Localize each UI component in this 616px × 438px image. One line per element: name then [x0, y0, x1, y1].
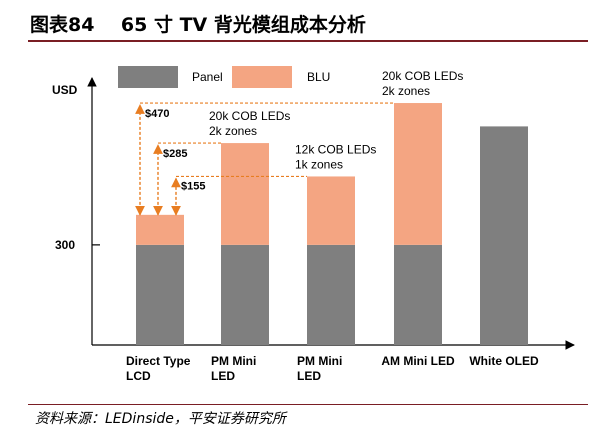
- bar-panel: [307, 244, 355, 345]
- diff-label: $470: [145, 108, 169, 120]
- bar-annotation: 20k COB LEDs: [209, 109, 290, 123]
- diff-label: $155: [181, 180, 205, 192]
- category-label: PM Mini: [297, 354, 342, 368]
- bar-annotation: 12k COB LEDs: [295, 142, 376, 156]
- bar-blu: [136, 214, 184, 245]
- category-label: AM Mini LED: [381, 354, 455, 368]
- category-label: LCD: [126, 369, 151, 383]
- bar-blu: [394, 103, 442, 245]
- legend-label-panel: Panel: [192, 70, 223, 84]
- bar-panel: [221, 244, 269, 345]
- bar-panel: [136, 244, 184, 345]
- bar-blu: [307, 176, 355, 245]
- legend-swatch-blu: [232, 66, 292, 88]
- category-label: LED: [211, 369, 235, 383]
- y-axis-label: USD: [52, 83, 78, 97]
- category-label: PM Mini: [211, 354, 256, 368]
- category-label: White OLED: [469, 354, 539, 368]
- title-rule: [28, 40, 588, 42]
- bar-panel: [480, 126, 528, 345]
- source-rule: [28, 404, 588, 405]
- figure-title: 图表84 65 寸 TV 背光模组成本分析: [30, 14, 366, 36]
- bar-annotation: 2k zones: [382, 84, 430, 98]
- bar-annotation: 1k zones: [295, 157, 343, 171]
- bar-annotation: 20k COB LEDs: [382, 69, 463, 83]
- legend-label-blu: BLU: [307, 70, 330, 84]
- bar-blu: [221, 143, 269, 245]
- y-tick-label: 300: [55, 238, 75, 252]
- bar-panel: [394, 244, 442, 345]
- category-label: LED: [297, 369, 321, 383]
- legend-swatch-panel: [118, 66, 178, 88]
- diff-label: $285: [163, 148, 187, 160]
- source-note: 资料来源：LEDinside，平安证券研究所: [35, 411, 286, 427]
- bar-annotation: 2k zones: [209, 124, 257, 138]
- category-label: Direct Type: [126, 354, 191, 368]
